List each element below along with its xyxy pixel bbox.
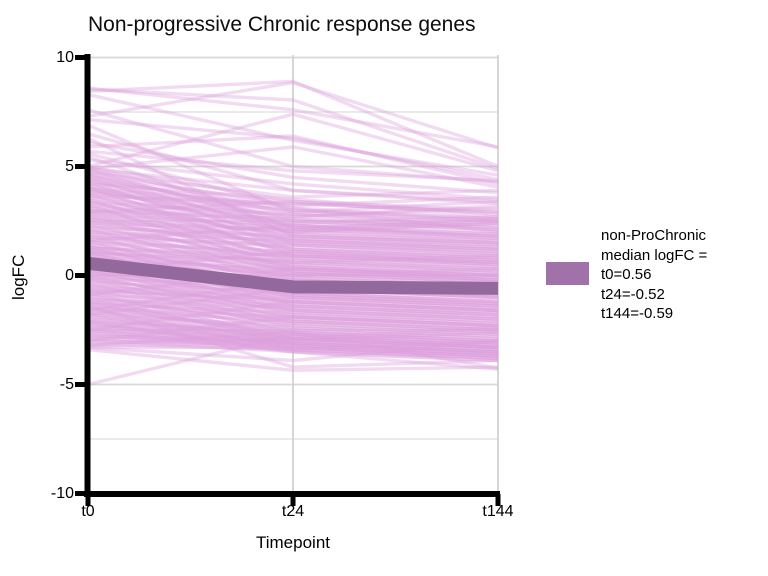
x-tick-label-t144: t144 xyxy=(482,503,514,520)
legend: non-ProChronic median logFC = t0=0.56 t2… xyxy=(540,220,766,332)
legend-line-1: non-ProChronic xyxy=(601,227,707,244)
legend-line-2: median logFC = xyxy=(601,246,708,264)
legend-line-3: t0=0.56 xyxy=(601,266,652,283)
x-tick-label-t0: t0 xyxy=(81,503,95,520)
y-tick-label-neg10: -10 xyxy=(50,485,74,502)
x-tick-label-t24: t24 xyxy=(281,503,305,520)
y-tick-label-neg5: -5 xyxy=(59,376,74,393)
legend-text: non-ProChronic median logFC = t0=0.56 t2… xyxy=(601,226,707,324)
x-axis-label: Timepoint xyxy=(255,533,330,552)
legend-swatch xyxy=(546,262,589,285)
chart-title: Non-progressive Chronic response genes xyxy=(88,13,476,36)
legend-line-5: t144=-0.59 xyxy=(601,305,674,322)
y-tick-label-10: 10 xyxy=(56,49,74,66)
y-tick-label-0: 0 xyxy=(65,267,74,284)
legend-line-4: t24=-0.52 xyxy=(601,285,665,303)
y-tick-label-5: 5 xyxy=(65,158,74,175)
